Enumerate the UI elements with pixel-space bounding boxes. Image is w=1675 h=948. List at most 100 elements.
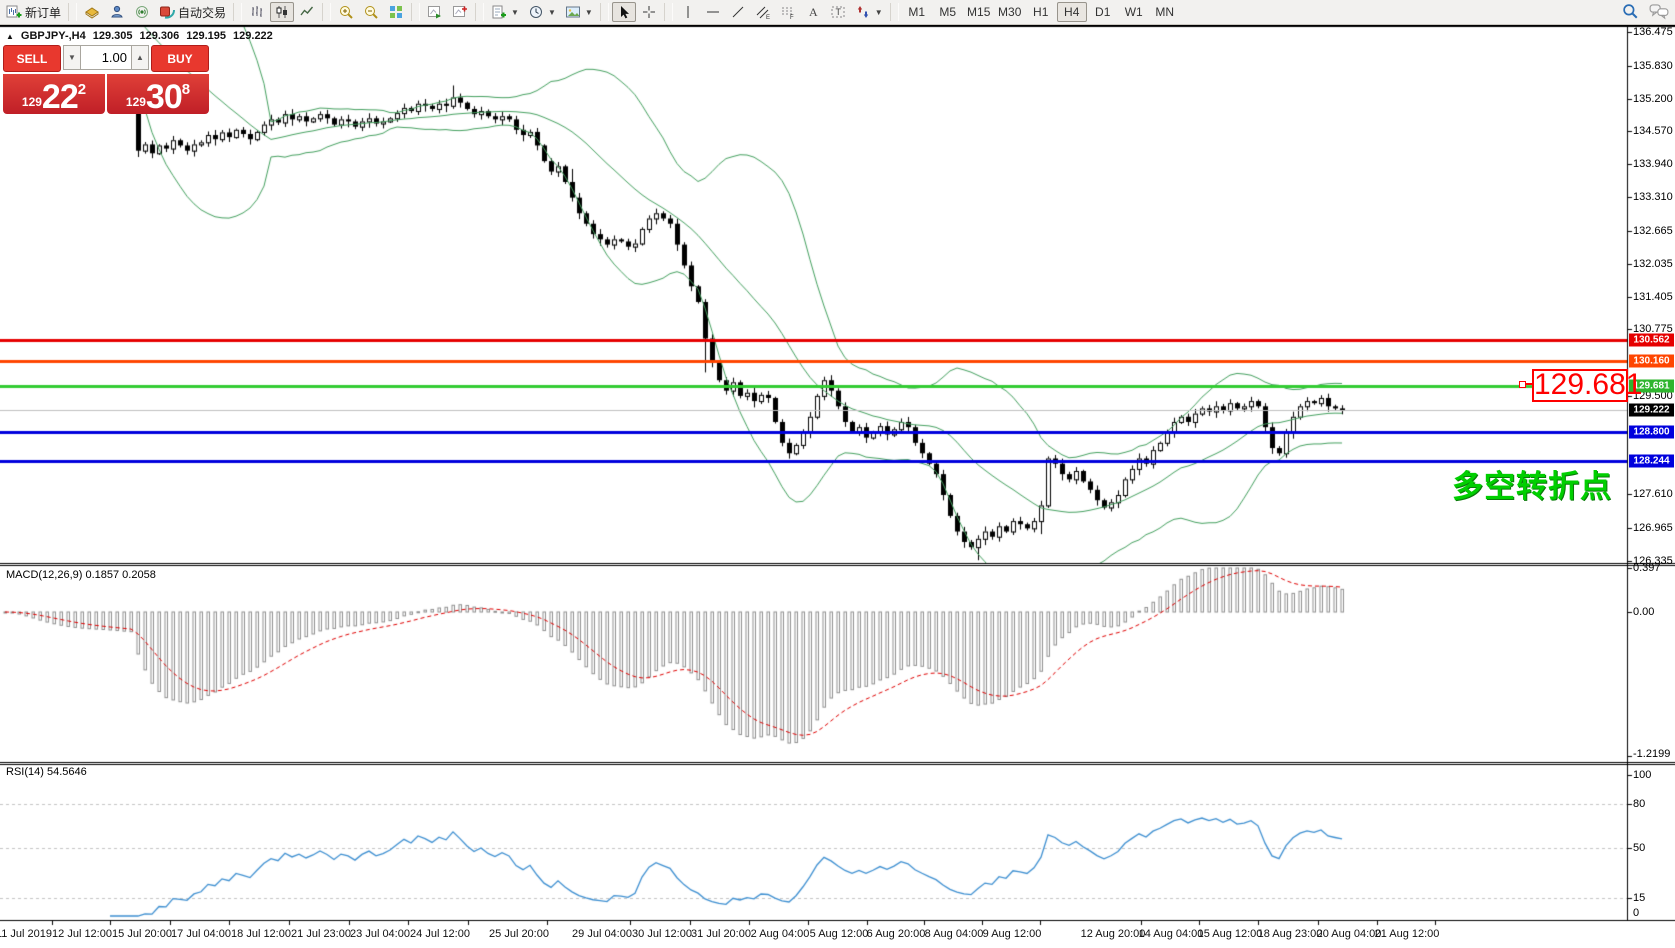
sell-price-panel[interactable]: 129 22 2 [3, 74, 105, 114]
candlestick-chart-icon [274, 4, 290, 20]
rsi-axis-label: 0 [1633, 907, 1640, 919]
time-axis-label: 20 Aug 04:00 [1316, 928, 1382, 940]
search-icon[interactable] [1621, 2, 1639, 25]
svg-text:A: A [809, 5, 818, 19]
collapse-panel-icon[interactable]: ▲ [6, 31, 14, 41]
timeframe-button-mn[interactable]: MN [1155, 5, 1175, 19]
price-axis-label: 133.310 [1633, 191, 1673, 204]
toolbar-separator [599, 3, 609, 21]
time-axis-label: 8 Aug 04:00 [924, 928, 984, 940]
templates-button[interactable]: ▼ [561, 2, 597, 22]
buy-price-big: 30 [145, 78, 183, 116]
time-axis-label: 11 Jul 2019 [0, 928, 53, 940]
horizontal-line-button[interactable] [701, 2, 725, 22]
sell-price-sup: 2 [77, 81, 87, 98]
line-chart-button[interactable] [295, 2, 319, 22]
toolbar-separator [889, 3, 899, 21]
auto-trading-icon [159, 4, 176, 20]
svg-text:E: E [766, 15, 770, 20]
chart-shift-icon [452, 4, 468, 20]
price-axis-label: 136.475 [1633, 26, 1673, 38]
arrows-button[interactable]: ▼ [851, 2, 887, 22]
periods-button[interactable]: ▼ [524, 2, 560, 22]
volume-down-button[interactable]: ▼ [63, 45, 81, 70]
crosshair-icon [641, 4, 657, 20]
timeframe-button-h4[interactable]: H4 [1056, 2, 1087, 22]
trendline-button[interactable] [726, 2, 750, 22]
price-axis-label: 132.665 [1633, 224, 1673, 237]
cursor-button[interactable] [611, 2, 636, 22]
price-axis-label: 131.405 [1633, 290, 1673, 303]
zoom-out-button[interactable] [359, 2, 383, 22]
timeframe-button-m30[interactable]: M30 [998, 5, 1022, 19]
timeframe-button-m1[interactable]: M1 [908, 5, 926, 19]
chart-shift-button[interactable] [448, 2, 472, 22]
text-label-button[interactable]: T [826, 2, 850, 22]
tile-windows-button[interactable] [384, 2, 408, 22]
market-watch-icon [84, 4, 100, 20]
quote-low: 129.195 [186, 30, 227, 42]
candlestick-chart-button[interactable] [270, 2, 295, 22]
buy-price-sup: 8 [181, 81, 191, 98]
accounts-button[interactable] [105, 2, 129, 22]
signals-icon [134, 4, 150, 20]
symbol-period-label: GBPJPY-,H4 [20, 30, 86, 42]
bar-chart-button[interactable] [245, 2, 269, 22]
price-badge: 129.222 [1629, 403, 1674, 417]
time-axis-label: 21 Jul 23:00 [291, 928, 351, 940]
vertical-line-button[interactable] [676, 2, 700, 22]
time-axis-label: 12 Jul 12:00 [52, 928, 112, 940]
sell-price-big: 22 [41, 78, 79, 116]
auto-trading-button[interactable]: 自动交易 [155, 2, 230, 22]
bar-chart-icon [249, 4, 265, 20]
dropdown-caret-icon: ▼ [547, 7, 556, 17]
price-axis-label: 130.775 [1633, 323, 1673, 336]
callout-price-text: 129.681 [1534, 368, 1643, 401]
market-watch-button[interactable] [80, 2, 104, 22]
timeframe-button-w1[interactable]: W1 [1124, 5, 1143, 19]
periods-clock-icon [528, 4, 544, 20]
cursor-arrow-icon [616, 4, 632, 20]
new-order-button[interactable]: 新订单 [2, 2, 65, 22]
svg-text:T: T [835, 7, 841, 17]
toolbar-separator [322, 3, 332, 21]
sell-button[interactable]: SELL [3, 45, 61, 72]
equidistant-channel-button[interactable]: E [751, 2, 775, 22]
macd-axis-label: -1.2199 [1633, 748, 1671, 760]
text-button[interactable]: A [801, 2, 825, 22]
indicators-button[interactable]: ▼ [487, 2, 523, 22]
volume-input[interactable] [81, 45, 131, 70]
signals-button[interactable] [130, 2, 154, 22]
macd-indicator-label: MACD(12,26,9) 0.1857 0.2058 [6, 569, 156, 581]
price-badge: 129.681 [1629, 379, 1674, 393]
price-axis-label: 126.965 [1633, 522, 1673, 535]
volume-up-button[interactable]: ▲ [131, 45, 149, 70]
toolbar-separator [411, 3, 421, 21]
toolbar-separator [233, 3, 243, 21]
vertical-line-icon [680, 4, 696, 20]
text-a-icon: A [805, 4, 821, 20]
crosshair-button[interactable] [637, 2, 661, 22]
time-axis-label: 2 Aug 04:00 [750, 928, 810, 940]
rsi-indicator-label: RSI(14) 54.5646 [6, 766, 87, 778]
toolbar-separator [475, 3, 485, 21]
fibonacci-button[interactable]: F [776, 2, 800, 22]
auto-scroll-button[interactable] [423, 2, 447, 22]
timeframe-button-h1[interactable]: H1 [1033, 5, 1049, 19]
buy-price-panel[interactable]: 129 30 8 [107, 74, 209, 114]
price-callout-box[interactable]: 129.681 [1519, 369, 1642, 402]
time-axis-label: 23 Jul 04:00 [350, 928, 410, 940]
buy-button[interactable]: BUY [151, 45, 209, 72]
timeframe-button-m5[interactable]: M5 [939, 5, 957, 19]
toolbar-separator [663, 3, 673, 21]
timeframe-button-m15[interactable]: M15 [967, 5, 991, 19]
time-axis-label: 30 Jul 12:00 [632, 928, 692, 940]
price-axis-label: 126.335 [1633, 555, 1673, 567]
equidistant-channel-icon: E [755, 4, 771, 20]
zoom-in-button[interactable] [334, 2, 358, 22]
arrows-icon [855, 4, 871, 20]
timeframe-button-d1[interactable]: D1 [1095, 5, 1111, 19]
chat-icon[interactable] [1649, 2, 1669, 25]
